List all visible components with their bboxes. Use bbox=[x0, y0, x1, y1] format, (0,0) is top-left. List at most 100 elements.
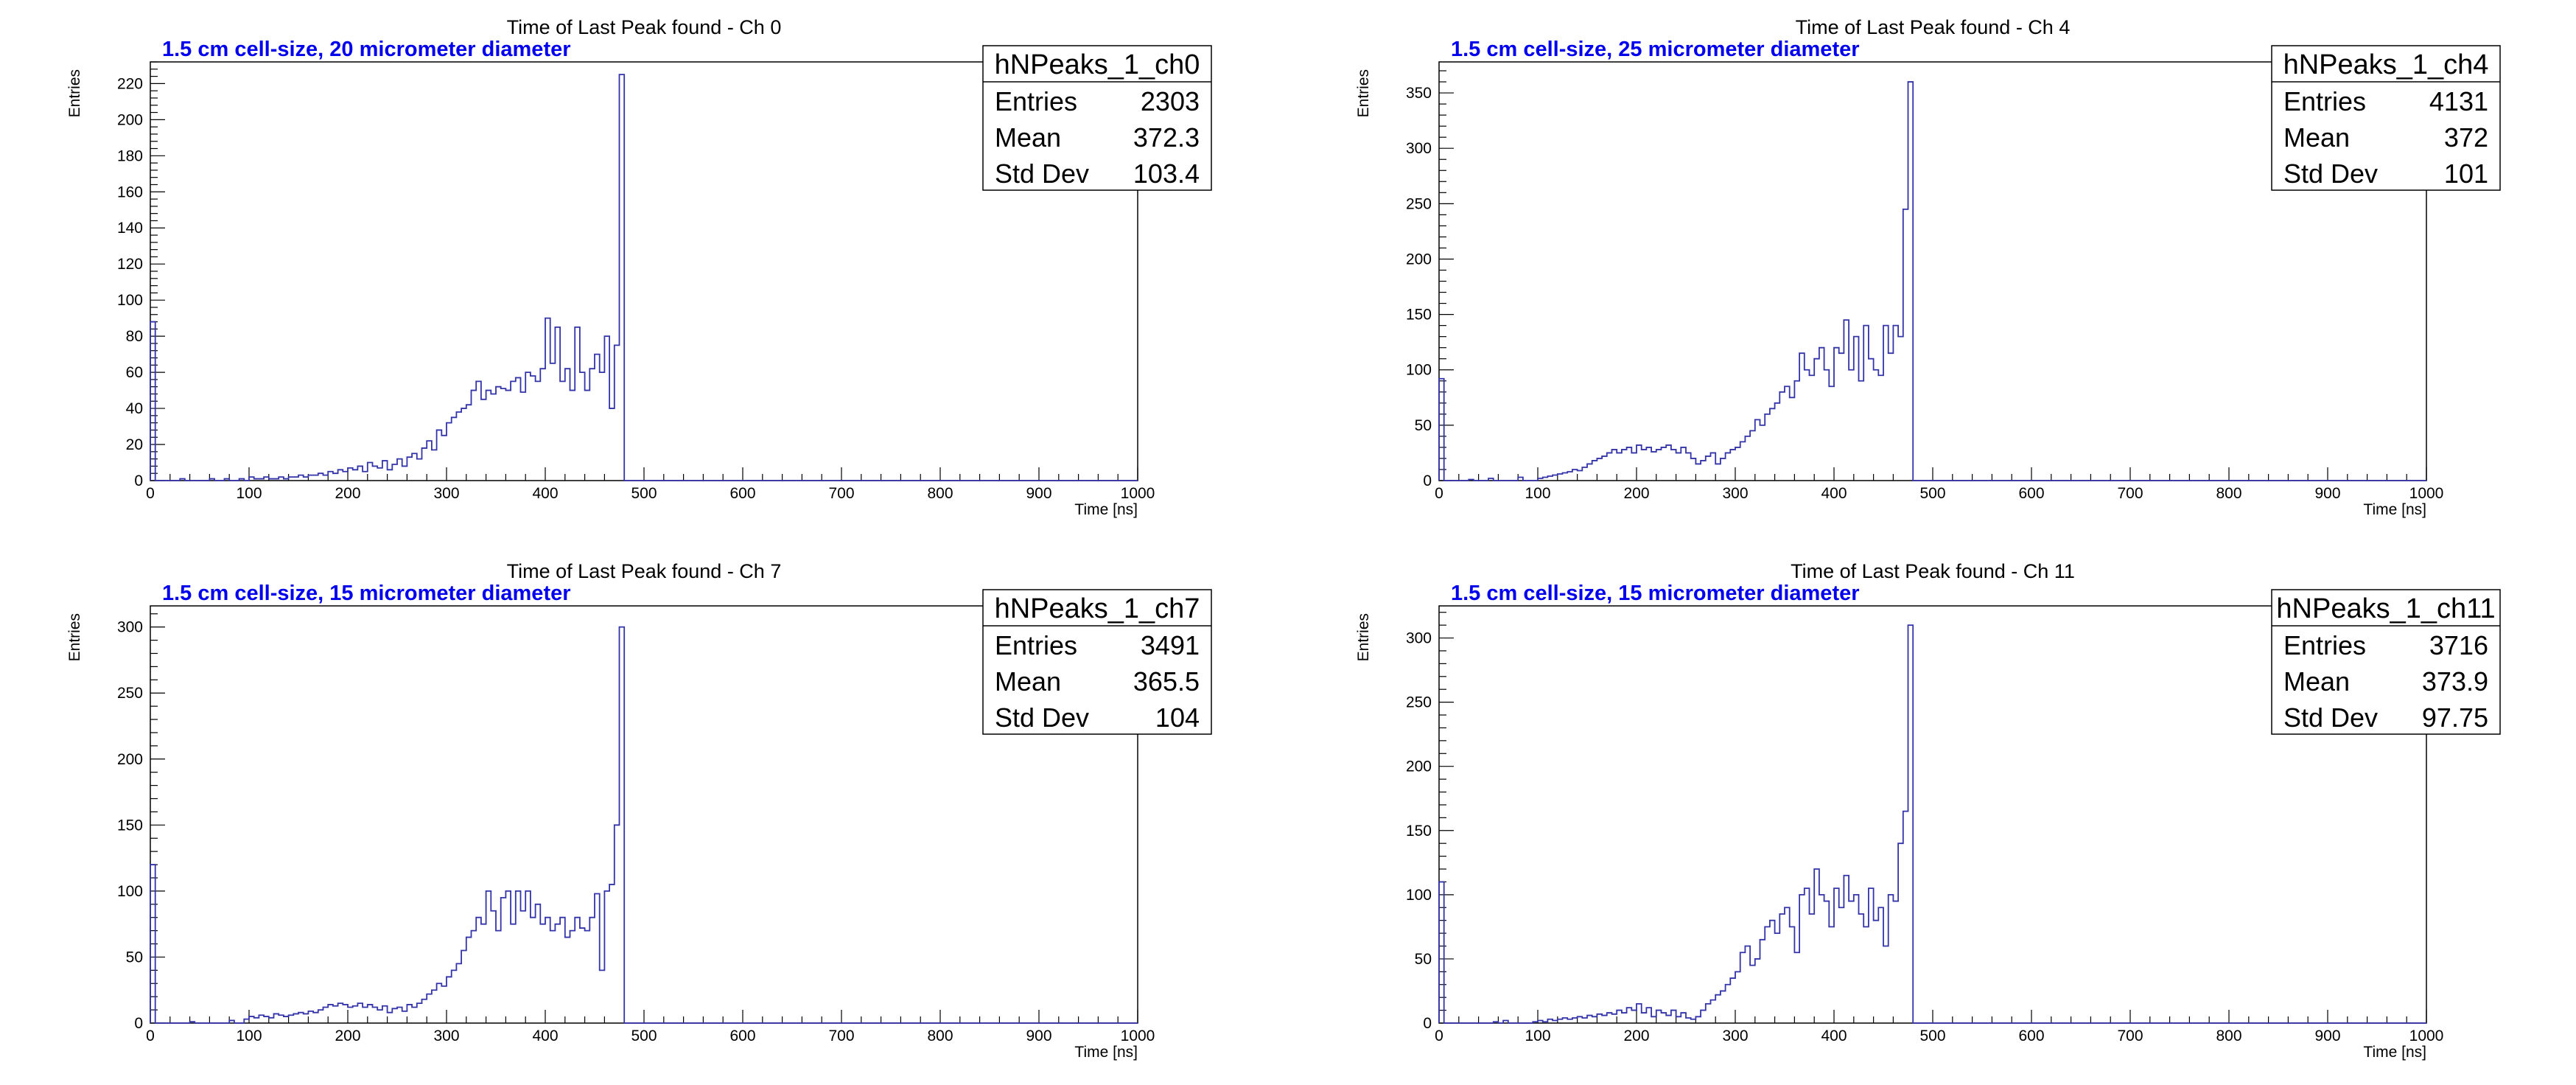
x-tick-label: 900 bbox=[2314, 485, 2340, 502]
stats-row-label: Mean bbox=[2283, 122, 2350, 153]
x-tick-label: 0 bbox=[1435, 485, 1443, 502]
stats-name: hNPeaks_1_ch0 bbox=[995, 49, 1200, 80]
x-tick-label: 200 bbox=[1623, 485, 1649, 502]
x-tick-label: 500 bbox=[631, 485, 657, 502]
y-tick-label: 300 bbox=[117, 619, 143, 636]
y-axis-label: Entries bbox=[66, 69, 83, 117]
stats-row-value: 365.5 bbox=[1133, 666, 1200, 697]
stats-row-label: Std Dev bbox=[995, 702, 1089, 733]
y-tick-label: 60 bbox=[126, 364, 143, 381]
histogram-series bbox=[150, 74, 1138, 481]
x-tick-label: 800 bbox=[2216, 1028, 2241, 1044]
y-tick-label: 40 bbox=[126, 400, 143, 417]
x-tick-label: 900 bbox=[2314, 1028, 2340, 1044]
y-tick-label: 200 bbox=[1406, 251, 1432, 268]
x-tick-label: 700 bbox=[828, 1028, 854, 1044]
x-tick-label: 700 bbox=[2117, 1028, 2143, 1044]
x-tick-label: 500 bbox=[1919, 485, 1945, 502]
y-tick-label: 200 bbox=[1406, 758, 1432, 775]
y-tick-label: 250 bbox=[117, 685, 143, 702]
y-tick-label: 50 bbox=[1415, 417, 1432, 434]
x-tick-label: 400 bbox=[532, 485, 558, 502]
y-tick-label: 250 bbox=[1406, 694, 1432, 711]
x-tick-label: 0 bbox=[1435, 1028, 1443, 1044]
stats-row-label: Std Dev bbox=[2283, 702, 2378, 733]
stats-row-label: Entries bbox=[995, 86, 1077, 116]
y-tick-label: 300 bbox=[1406, 630, 1432, 647]
stats-name: hNPeaks_1_ch11 bbox=[2276, 593, 2495, 624]
y-tick-label: 0 bbox=[1423, 1015, 1432, 1032]
y-tick-label: 100 bbox=[117, 883, 143, 900]
y-tick-label: 100 bbox=[117, 292, 143, 309]
y-tick-label: 350 bbox=[1406, 85, 1432, 102]
stats-row-value: 3491 bbox=[1141, 630, 1200, 660]
y-axis-label: Entries bbox=[1355, 613, 1372, 661]
x-tick-label: 800 bbox=[927, 485, 953, 502]
stats-row-value: 373.9 bbox=[2422, 666, 2488, 697]
histogram-panel-1: Time of Last Peak found - Ch 41.5 cm cel… bbox=[1355, 16, 2501, 518]
x-tick-label: 300 bbox=[1722, 1028, 1748, 1044]
x-axis-label: Time [ns] bbox=[2363, 1044, 2426, 1061]
stats-row-value: 2303 bbox=[1141, 86, 1200, 116]
y-tick-label: 220 bbox=[117, 75, 143, 92]
x-tick-label: 0 bbox=[146, 485, 155, 502]
stats-row-value: 103.4 bbox=[1133, 158, 1200, 189]
y-tick-label: 120 bbox=[117, 256, 143, 273]
y-tick-label: 200 bbox=[117, 111, 143, 128]
x-tick-label: 700 bbox=[828, 485, 854, 502]
x-tick-label: 600 bbox=[2018, 485, 2044, 502]
stats-row-value: 97.75 bbox=[2422, 702, 2488, 733]
chart-subtitle: 1.5 cm cell-size, 20 micrometer diameter bbox=[162, 38, 571, 61]
x-tick-label: 100 bbox=[1525, 485, 1550, 502]
histogram-series bbox=[150, 626, 1138, 1024]
chart-subtitle: 1.5 cm cell-size, 25 micrometer diameter bbox=[1451, 38, 1860, 61]
stats-row-value: 101 bbox=[2444, 158, 2488, 189]
chart-title: Time of Last Peak found - Ch 7 bbox=[507, 560, 782, 582]
y-tick-label: 0 bbox=[134, 472, 143, 489]
x-tick-label: 200 bbox=[1623, 1028, 1649, 1044]
y-axis-label: Entries bbox=[66, 613, 83, 661]
x-tick-label: 100 bbox=[236, 485, 262, 502]
histogram-panel-3: Time of Last Peak found - Ch 111.5 cm ce… bbox=[1355, 560, 2501, 1061]
x-tick-label: 500 bbox=[631, 1028, 657, 1044]
x-tick-label: 700 bbox=[2117, 485, 2143, 502]
stats-row-label: Mean bbox=[995, 666, 1061, 697]
x-tick-label: 1000 bbox=[1121, 1028, 1155, 1044]
x-tick-label: 400 bbox=[532, 1028, 558, 1044]
x-tick-label: 300 bbox=[433, 1028, 459, 1044]
y-tick-label: 150 bbox=[1406, 823, 1432, 840]
stats-box bbox=[982, 45, 1212, 191]
y-tick-label: 160 bbox=[117, 184, 143, 200]
x-tick-label: 100 bbox=[236, 1028, 262, 1044]
histogram-series bbox=[1438, 624, 2426, 1024]
stats-row-label: Std Dev bbox=[995, 158, 1089, 189]
stats-row-label: Entries bbox=[995, 630, 1077, 660]
chart-subtitle: 1.5 cm cell-size, 15 micrometer diameter bbox=[162, 582, 571, 605]
x-tick-label: 1000 bbox=[2409, 485, 2444, 502]
stats-box bbox=[982, 589, 1212, 735]
y-tick-label: 20 bbox=[126, 436, 143, 453]
histogram-series bbox=[1438, 81, 2426, 481]
y-tick-label: 80 bbox=[126, 328, 143, 345]
histogram-panel-2: Time of Last Peak found - Ch 71.5 cm cel… bbox=[66, 560, 1212, 1061]
y-axis-label: Entries bbox=[1355, 69, 1372, 117]
x-tick-label: 300 bbox=[1722, 485, 1748, 502]
stats-row-label: Std Dev bbox=[2283, 158, 2378, 189]
y-tick-label: 0 bbox=[134, 1015, 143, 1032]
y-tick-label: 150 bbox=[1406, 307, 1432, 324]
x-tick-label: 1000 bbox=[1121, 485, 1155, 502]
y-tick-label: 100 bbox=[1406, 887, 1432, 904]
chart-title: Time of Last Peak found - Ch 4 bbox=[1796, 16, 2071, 38]
y-tick-label: 150 bbox=[117, 817, 143, 834]
y-tick-label: 50 bbox=[126, 949, 143, 966]
y-tick-label: 0 bbox=[1423, 472, 1432, 489]
stats-row-value: 372.3 bbox=[1133, 122, 1200, 153]
x-tick-label: 800 bbox=[927, 1028, 953, 1044]
x-tick-label: 200 bbox=[335, 1028, 360, 1044]
x-tick-label: 400 bbox=[1821, 1028, 1847, 1044]
x-tick-label: 300 bbox=[433, 485, 459, 502]
x-tick-label: 100 bbox=[1525, 1028, 1550, 1044]
x-tick-label: 1000 bbox=[2409, 1028, 2444, 1044]
y-tick-label: 200 bbox=[117, 751, 143, 768]
